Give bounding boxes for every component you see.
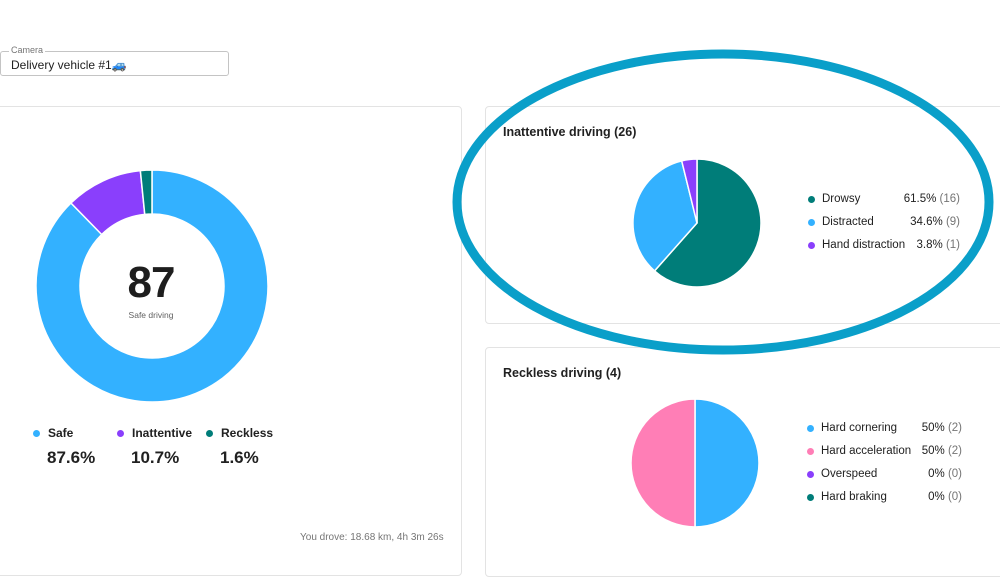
reckless-legend-label: Hard cornering bbox=[821, 422, 898, 434]
reckless-legend-value: 50% (2) bbox=[921, 422, 962, 434]
inattentive-legend-item-distracted: Distracted bbox=[808, 216, 874, 228]
stat-safe: Safe 87.6% bbox=[33, 426, 95, 468]
reckless-legend-value: 0% (0) bbox=[928, 491, 962, 503]
inattentive-legend-item-drowsy: Drowsy bbox=[808, 193, 860, 205]
reckless-pie-chart bbox=[630, 398, 760, 528]
reckless-legend-item-hard-cornering: Hard cornering bbox=[807, 422, 897, 434]
stat-reckless: Reckless 1.6% bbox=[206, 426, 273, 468]
inattentive-legend-value: 3.8% (1) bbox=[916, 239, 960, 251]
drowsy-dot-icon bbox=[808, 195, 815, 203]
inattentive-pie-chart bbox=[632, 158, 762, 288]
reckless-legend-value: 0% (0) bbox=[928, 468, 962, 480]
reckless-legend-item-hard-acceleration: Hard acceleration bbox=[807, 445, 911, 457]
distracted-dot-icon bbox=[808, 218, 815, 226]
camera-value: Delivery vehicle #1🚙 bbox=[11, 58, 127, 72]
safety-score: 87 bbox=[127, 258, 176, 307]
stat-safe-value: 87.6% bbox=[47, 448, 96, 467]
reckless-legend-item-overspeed: Overspeed bbox=[807, 468, 877, 480]
overspeed-dot-icon bbox=[807, 470, 814, 478]
inattentive-legend-value: 61.5% (16) bbox=[903, 193, 960, 205]
inattentive-legend-label: Drowsy bbox=[822, 193, 861, 205]
stat-inattentive-value: 10.7% bbox=[131, 448, 180, 467]
pie-slice-hard-acceleration bbox=[630, 398, 696, 528]
safe-dot-icon bbox=[33, 429, 40, 437]
inattentive-legend-value: 34.6% (9) bbox=[910, 216, 960, 228]
stat-reckless-value: 1.6% bbox=[220, 448, 259, 467]
reckless-legend-label: Overspeed bbox=[821, 468, 878, 480]
inattentive-dot-icon bbox=[117, 429, 124, 437]
camera-label: Camera bbox=[9, 45, 46, 55]
pie-slice-hard-cornering bbox=[694, 398, 760, 528]
reckless-dot-icon bbox=[206, 429, 213, 437]
donut-segment-safe bbox=[35, 169, 269, 403]
reckless-legend-value: 50% (2) bbox=[921, 445, 962, 457]
camera-select[interactable]: Camera Delivery vehicle #1🚙 bbox=[0, 45, 229, 76]
inattentive-legend-label: Distracted bbox=[822, 216, 874, 228]
reckless-legend-label: Hard braking bbox=[821, 491, 887, 503]
hard-cornering-dot-icon bbox=[807, 424, 814, 432]
reckless-legend-label: Hard acceleration bbox=[821, 445, 912, 457]
safety-score-label: Safe driving bbox=[128, 310, 174, 320]
hand-distraction-dot-icon bbox=[808, 241, 815, 249]
donut-segment-reckless bbox=[139, 169, 153, 216]
safety-donut-chart bbox=[35, 169, 269, 403]
stat-reckless-label: Reckless bbox=[221, 426, 274, 440]
reckless-legend-item-hard-braking: Hard braking bbox=[807, 491, 887, 503]
stat-inattentive-label: Inattentive bbox=[132, 426, 193, 440]
stat-safe-label: Safe bbox=[48, 426, 74, 440]
distance-summary: You drove: 18.68 km, 4h 3m 26s bbox=[300, 532, 444, 543]
hard-braking-dot-icon bbox=[807, 493, 814, 501]
stat-inattentive: Inattentive 10.7% bbox=[117, 426, 192, 468]
hard-acceleration-dot-icon bbox=[807, 447, 814, 455]
inattentive-title: Inattentive driving (26) bbox=[503, 125, 637, 139]
reckless-title: Reckless driving (4) bbox=[503, 366, 622, 380]
